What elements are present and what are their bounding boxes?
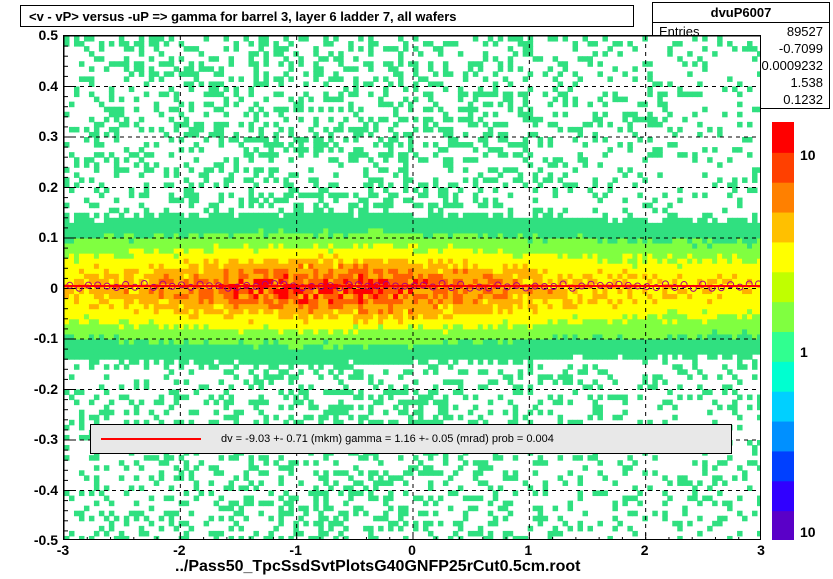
plot-area (63, 35, 761, 540)
y-tick-label: 0.3 (18, 128, 58, 144)
x-tick-label: -3 (57, 542, 69, 558)
colorbar (772, 122, 794, 540)
legend-text: dv = -9.03 +- 0.71 (mkm) gamma = 1.16 +-… (221, 433, 554, 445)
fit-legend: dv = -9.03 +- 0.71 (mkm) gamma = 1.16 +-… (90, 424, 732, 454)
y-tick-label: 0.1 (18, 229, 58, 245)
legend-line (101, 438, 201, 440)
stats-title: dvuP6007 (653, 3, 829, 23)
x-tick-label: 2 (641, 542, 649, 558)
y-tick-label: 0.2 (18, 179, 58, 195)
y-tick-label: -0.4 (18, 482, 58, 498)
y-tick-label: 0.5 (18, 27, 58, 43)
z-tick-label: 1 (800, 344, 808, 360)
y-tick-label: -0.3 (18, 431, 58, 447)
z-tick-label: 10 (800, 147, 816, 163)
y-tick-label: -0.2 (18, 381, 58, 397)
x-tick-label: 0 (408, 542, 416, 558)
x-tick-label: -1 (289, 542, 301, 558)
y-tick-label: 0 (18, 280, 58, 296)
y-tick-label: -0.5 (18, 532, 58, 548)
x-tick-label: 1 (524, 542, 532, 558)
x-tick-label: -2 (173, 542, 185, 558)
x-axis-label: ../Pass50_TpcSsdSvtPlotsG40GNFP25rCut0.5… (175, 558, 580, 576)
y-tick-label: -0.1 (18, 330, 58, 346)
y-tick-label: 0.4 (18, 78, 58, 94)
chart-title: <v - vP> versus -uP => gamma for barrel … (20, 5, 634, 27)
x-tick-label: 3 (757, 542, 765, 558)
z-tick-label: 10 (800, 524, 816, 540)
